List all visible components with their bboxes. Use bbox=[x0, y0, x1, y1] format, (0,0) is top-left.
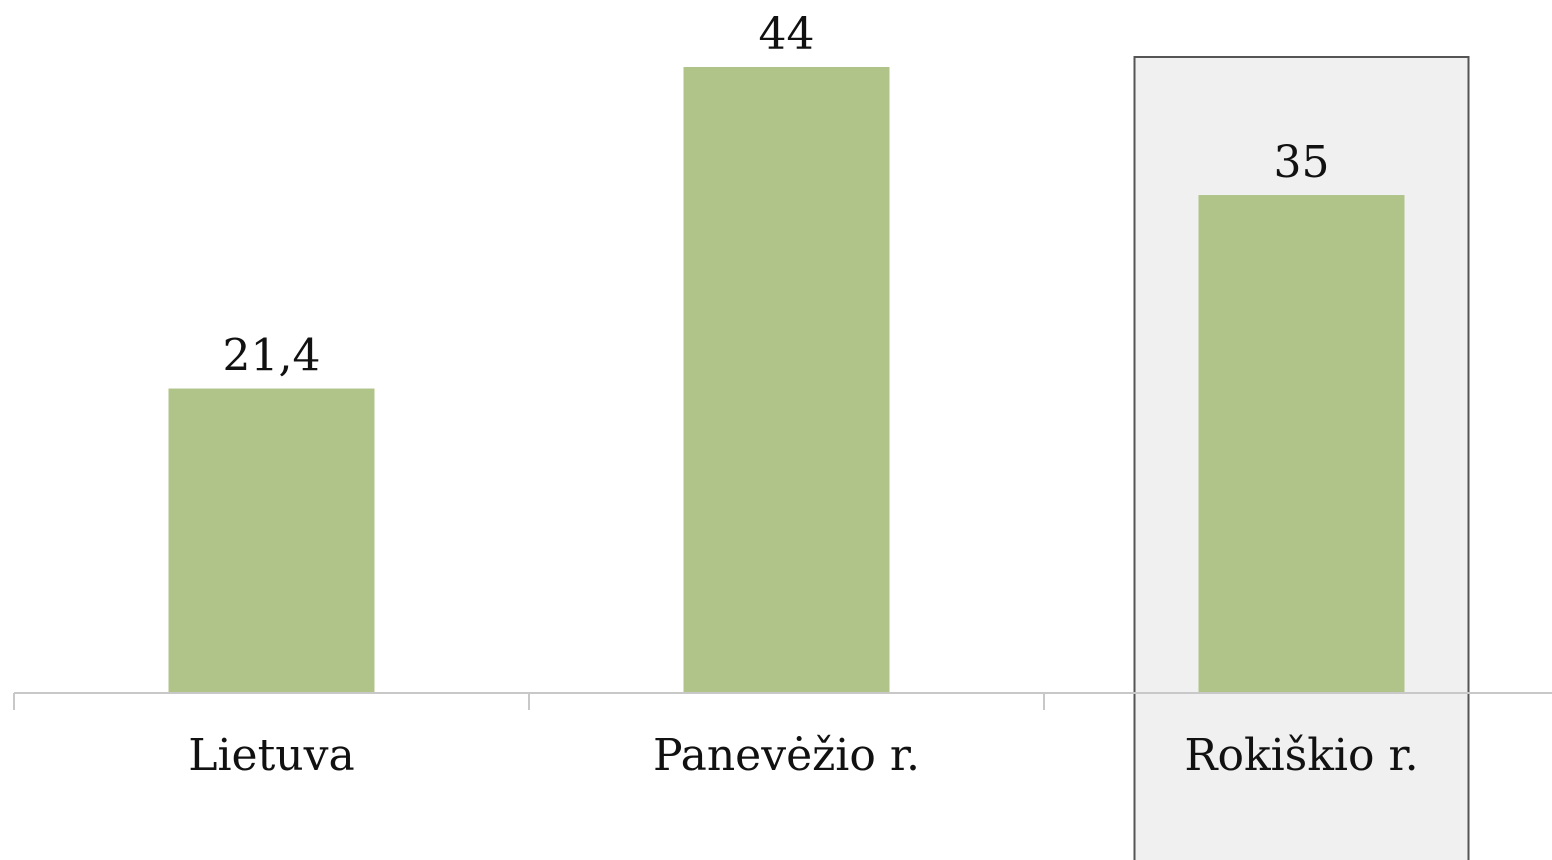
category-label-1: Lietuva bbox=[188, 730, 354, 781]
bar-2 bbox=[683, 67, 890, 693]
data-label-3: 35 bbox=[1274, 137, 1330, 188]
bar-1 bbox=[168, 388, 375, 693]
category-label-3: Rokiškio r. bbox=[1184, 730, 1418, 781]
data-label-1: 21,4 bbox=[223, 331, 321, 382]
data-label-2: 44 bbox=[759, 9, 815, 60]
bar-3 bbox=[1198, 195, 1405, 693]
category-label-2: Panevėžio r. bbox=[653, 730, 920, 781]
